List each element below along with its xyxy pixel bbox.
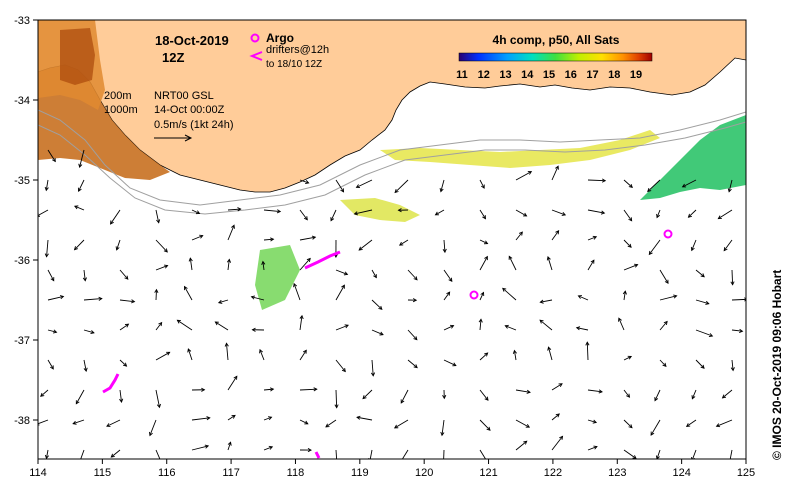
x-tick-label: 114 [29,467,47,479]
x-tick-label: 115 [94,467,112,479]
product-label: NRT00 GSL [154,90,214,102]
drifters-legend-sub: to 18/10 12Z [266,59,322,70]
product-time-label: 14-Oct 00:00Z [154,104,225,116]
current-arrow-head [78,463,81,466]
current-arrow-head [335,462,338,465]
contour-1000m-label: 1000m [104,104,138,116]
map-date: 18-Oct-2019 [155,33,229,48]
colorbar-tick-label: 11 [456,69,468,81]
colorbar [459,53,652,61]
colorbar-title: 4h comp, p50, All Sats [493,33,620,47]
x-tick-label: 117 [222,467,240,479]
colorbar-tick-label: 17 [586,69,598,81]
colorbar-tick-label: 12 [478,69,490,81]
current-arrow [443,450,444,464]
colorbar-tick-label: 19 [630,69,642,81]
sst-orange-patch [60,28,95,85]
x-tick-label: 118 [287,467,305,479]
colorbar-tick-label: 13 [499,69,511,81]
y-tick-label: -37 [14,335,30,347]
y-axis: -33 -34 -35 -36 -37 -38 [14,15,38,427]
colorbar-tick-label: 15 [543,69,555,81]
x-tick-label: 119 [351,467,369,479]
y-tick-label: -33 [14,15,30,27]
colorbar-tick-label: 16 [565,69,577,81]
x-tick-label: 125 [737,467,755,479]
x-tick-label: 121 [479,467,497,479]
x-tick-label: 123 [608,467,626,479]
y-tick-label: -35 [14,175,30,187]
y-tick-label: -38 [14,415,30,427]
current-arrow-head [728,459,731,462]
x-tick-label: 124 [672,467,690,479]
x-tick-label: 122 [544,467,562,479]
contour-200m-label: 200m [104,90,132,102]
imos-credit: © IMOS 20-Oct-2019 09:06 Hobart [770,270,784,460]
current-arrow-head [159,460,162,463]
current-arrow-head [442,460,445,463]
current-arrow [732,270,733,285]
y-tick-label: -34 [14,95,30,107]
drifters-legend-label: drifters@12h [266,44,329,56]
colorbar-ticks: 11 12 13 14 15 16 17 18 19 [456,69,642,81]
x-axis: 114 115 116 117 118 119 120 121 122 123 124 125 [29,459,755,479]
x-tick-label: 120 [415,467,433,479]
scale-label: 0.5m/s (1kt 24h) [154,119,233,131]
current-arrow-head [399,461,402,464]
x-tick-label: 116 [158,467,176,479]
map-time: 12Z [162,50,184,65]
argo-legend-label: Argo [266,31,294,45]
y-tick-label: -36 [14,255,30,267]
colorbar-tick-label: 18 [608,69,620,81]
colorbar-tick-label: 14 [521,69,534,81]
